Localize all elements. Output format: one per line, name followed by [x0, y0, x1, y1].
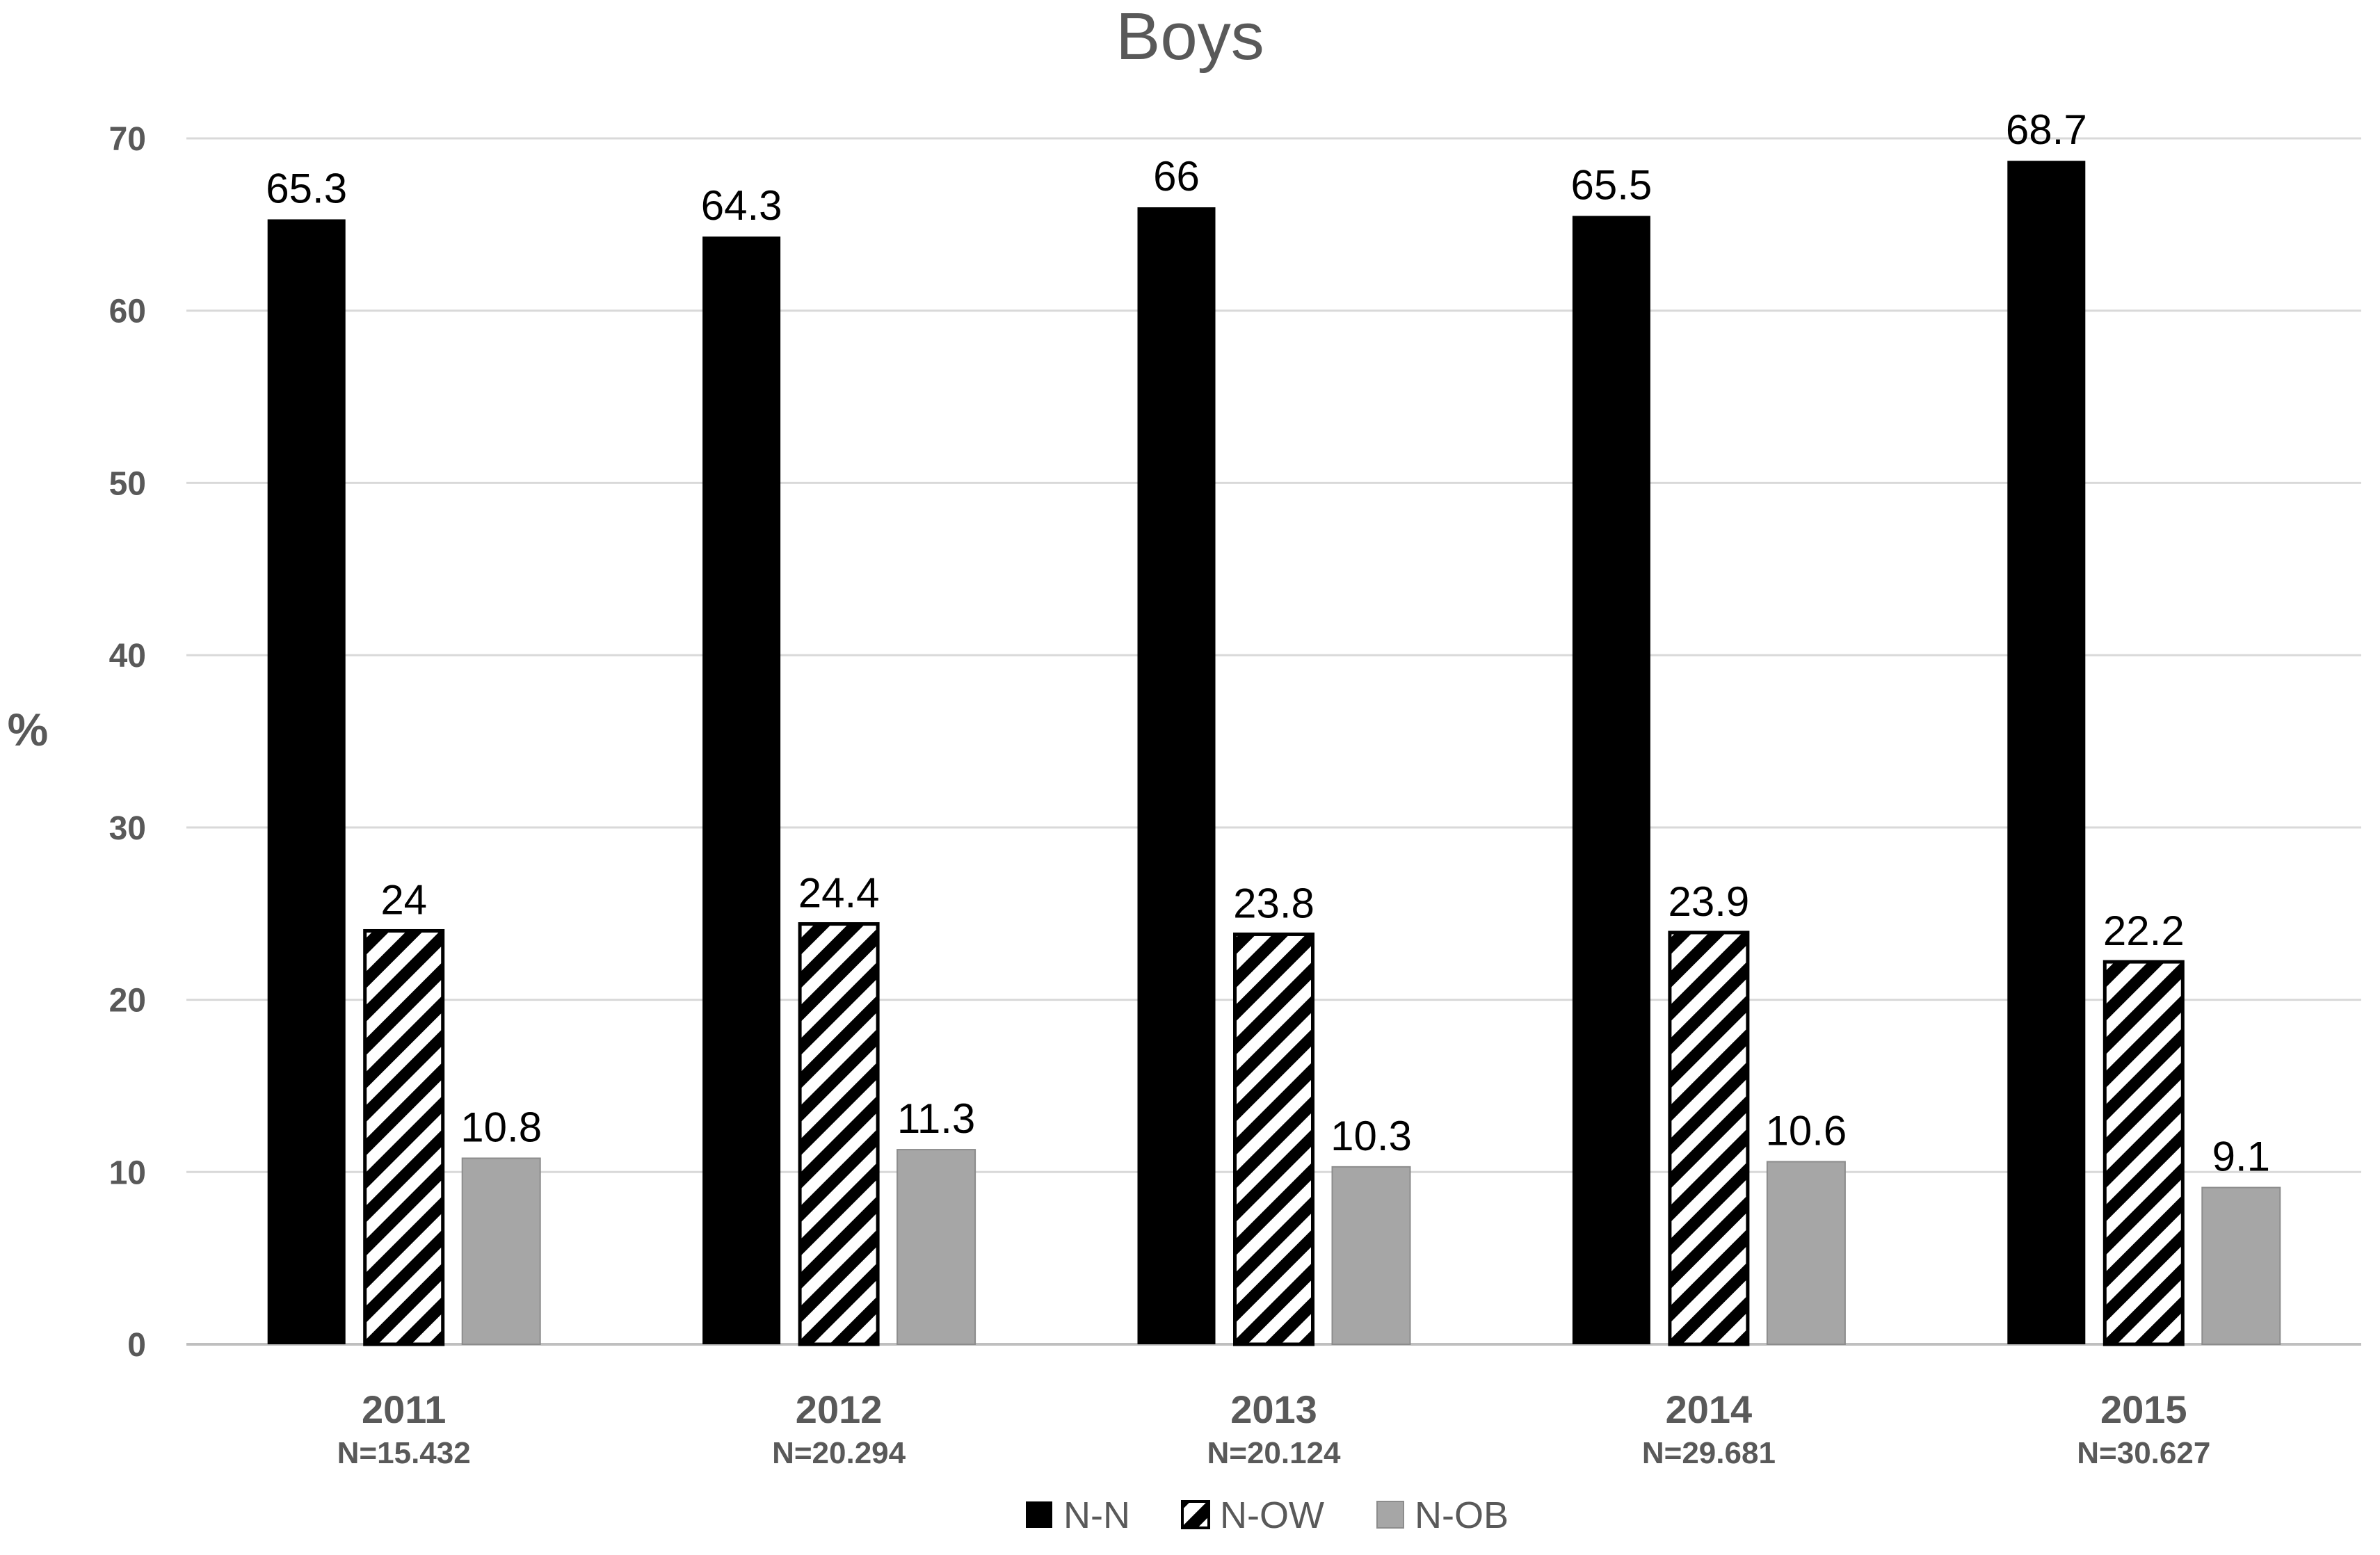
bar-n-ob-2011 [461, 1157, 541, 1346]
data-label-n-n-2011: 65.3 [266, 165, 347, 211]
bar-n-ob-2012 [896, 1149, 976, 1346]
x-tick-sublabel: N=15.432 [337, 1436, 471, 1470]
bars [267, 161, 2281, 1346]
y-tick-label: 40 [109, 638, 146, 675]
y-axis-ticks: 0 10 20 30 40 50 60 70 [109, 121, 146, 1364]
bar-n-n-2012 [702, 236, 781, 1344]
bar-n-n-2014 [1572, 216, 1650, 1344]
data-label-n-n-2015: 68.7 [2006, 106, 2087, 153]
data-label-n-n-2013: 66 [1153, 153, 1200, 200]
bar-n-ow-2015 [2102, 960, 2185, 1346]
legend-swatch-n-ob [1376, 1501, 1404, 1529]
data-label-n-ow-2011: 24 [380, 876, 427, 923]
legend-swatch-n-n [1026, 1501, 1052, 1528]
x-tick-sublabel: N=29.681 [1642, 1436, 1776, 1470]
y-axis-label: % [8, 704, 49, 755]
bar-n-n-2013 [1137, 207, 1216, 1345]
bar-n-n-2015 [2007, 161, 2086, 1344]
data-label-n-n-2012: 64.3 [701, 182, 782, 229]
gridlines [186, 137, 2361, 1346]
y-tick-label: 0 [127, 1327, 146, 1364]
y-tick-label: 50 [109, 465, 146, 502]
x-tick-sublabel: N=20.294 [772, 1436, 906, 1470]
x-tick-sublabel: N=30.627 [2077, 1436, 2210, 1470]
bar-n-ow-2013 [1233, 932, 1314, 1346]
data-label-n-ob-2013: 10.3 [1330, 1113, 1412, 1159]
bar-n-ob-2013 [1331, 1166, 1411, 1345]
y-tick-label: 10 [109, 1154, 146, 1191]
bar-n-n-2011 [267, 219, 346, 1344]
data-label-n-ow-2015: 22.2 [2103, 908, 2185, 954]
x-tick-sublabel: N=20.124 [1207, 1436, 1341, 1470]
data-label-n-ob-2015: 9.1 [2212, 1134, 2270, 1180]
legend-swatch-n-ow [1181, 1500, 1210, 1529]
bar-n-ow-2014 [1668, 930, 1750, 1346]
x-tick-label: 2012 [796, 1387, 883, 1431]
y-tick-label: 20 [109, 983, 146, 1020]
legend-label-n-ob: N-OB [1415, 1494, 1509, 1536]
data-label-n-ob-2014: 10.6 [1766, 1107, 1847, 1154]
bar-n-ow-2012 [798, 922, 880, 1346]
data-labels: 65.3 24 10.8 64.3 24.4 11.3 66 23.8 10.3 65.5 23.9… [266, 106, 2270, 1179]
data-label-n-ow-2013: 23.8 [1233, 880, 1314, 926]
x-tick-label: 2011 [362, 1387, 447, 1431]
bar-n-ob-2014 [1766, 1161, 1846, 1345]
x-tick-label: 2015 [2100, 1387, 2187, 1431]
legend-label-n-ow: N-OW [1220, 1494, 1324, 1536]
bar-n-ow-2011 [363, 928, 445, 1346]
y-tick-label: 60 [109, 293, 146, 330]
x-tick-label: 2014 [1666, 1387, 1753, 1431]
data-label-n-ob-2011: 10.8 [460, 1104, 542, 1150]
legend-label-n-n: N-N [1063, 1494, 1130, 1536]
x-axis-ticks: 2011 N=15.432 2012 N=20.294 2013 N=20.124 2014… [337, 1387, 2211, 1470]
x-tick-label: 2013 [1230, 1387, 1317, 1431]
data-label-n-ow-2014: 23.9 [1669, 878, 1750, 925]
legend: N-N N-OW N-OB [1026, 1494, 1509, 1536]
y-tick-label: 70 [109, 121, 146, 158]
y-tick-label: 30 [109, 810, 146, 847]
data-label-n-ow-2012: 24.4 [798, 870, 880, 917]
data-label-n-ob-2012: 11.3 [897, 1095, 975, 1142]
bar-n-ob-2015 [2201, 1186, 2281, 1345]
chart-title: Boys [1116, 0, 1264, 74]
data-label-n-n-2014: 65.5 [1571, 161, 1653, 208]
